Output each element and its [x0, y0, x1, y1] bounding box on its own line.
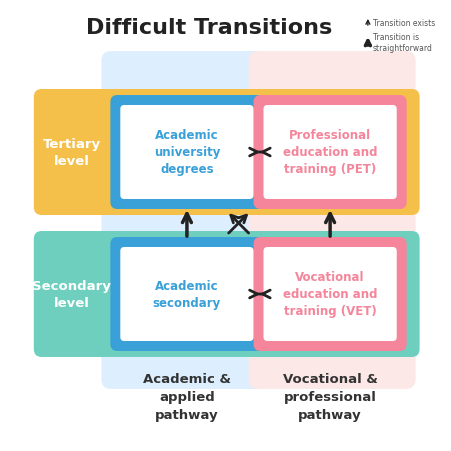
FancyBboxPatch shape	[120, 106, 253, 199]
FancyBboxPatch shape	[110, 238, 263, 351]
FancyBboxPatch shape	[34, 90, 419, 216]
FancyBboxPatch shape	[101, 52, 268, 389]
FancyBboxPatch shape	[263, 248, 396, 341]
Text: Academic &
applied
pathway: Academic & applied pathway	[143, 373, 230, 422]
FancyBboxPatch shape	[263, 106, 396, 199]
Text: Academic
university
degrees: Academic university degrees	[153, 129, 220, 176]
Text: Difficult Transitions: Difficult Transitions	[86, 18, 331, 38]
FancyBboxPatch shape	[110, 96, 263, 210]
FancyBboxPatch shape	[34, 231, 419, 357]
Text: Vocational &
professional
pathway: Vocational & professional pathway	[282, 373, 377, 422]
FancyBboxPatch shape	[253, 96, 406, 210]
FancyBboxPatch shape	[120, 248, 253, 341]
Text: Transition is
straightforward: Transition is straightforward	[372, 33, 432, 53]
FancyBboxPatch shape	[248, 52, 415, 389]
Text: Secondary
level: Secondary level	[32, 279, 111, 309]
FancyBboxPatch shape	[253, 238, 406, 351]
Text: Academic
secondary: Academic secondary	[152, 279, 221, 309]
Text: Professional
education and
training (PET): Professional education and training (PET…	[282, 129, 377, 176]
Text: Tertiary
level: Tertiary level	[42, 138, 101, 168]
Text: Transition exists: Transition exists	[372, 18, 434, 28]
Text: Vocational
education and
training (VET): Vocational education and training (VET)	[282, 271, 377, 318]
